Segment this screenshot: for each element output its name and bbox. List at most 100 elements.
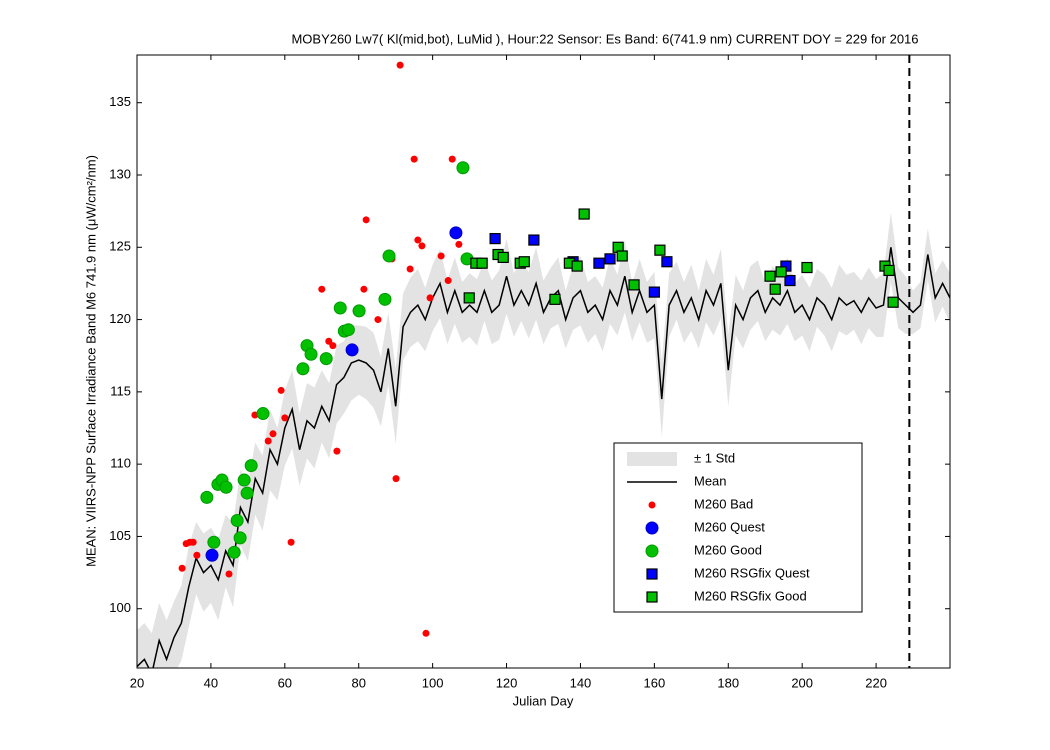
point bbox=[489, 233, 501, 245]
point bbox=[449, 226, 463, 240]
point bbox=[304, 347, 318, 361]
point bbox=[281, 414, 289, 422]
point bbox=[360, 285, 368, 293]
x-tick-label: 20 bbox=[130, 675, 144, 690]
point bbox=[362, 216, 370, 224]
legend-swatch bbox=[627, 452, 677, 466]
y-tick-label: 110 bbox=[110, 456, 131, 471]
point bbox=[418, 242, 426, 250]
legend-swatch bbox=[648, 501, 656, 509]
point bbox=[264, 437, 272, 445]
point bbox=[654, 244, 666, 256]
point bbox=[764, 270, 776, 282]
x-tick-label: 40 bbox=[204, 675, 218, 690]
y-tick-label: 120 bbox=[109, 311, 131, 326]
point bbox=[437, 252, 445, 260]
x-tick-label: 120 bbox=[496, 675, 518, 690]
point bbox=[178, 564, 186, 572]
point bbox=[329, 342, 337, 350]
legend-swatch bbox=[646, 591, 658, 603]
point bbox=[628, 279, 640, 291]
point bbox=[287, 538, 295, 546]
axes-frame bbox=[136, 54, 951, 669]
std-band bbox=[137, 212, 950, 668]
point bbox=[319, 352, 333, 366]
legend-label: Mean bbox=[694, 473, 727, 488]
point bbox=[616, 250, 628, 262]
point bbox=[444, 277, 452, 285]
point bbox=[571, 260, 583, 272]
point bbox=[648, 286, 660, 298]
chart-title: MOBY260 Lw7( Kl(mid,bot), LuMid ), Hour:… bbox=[291, 31, 918, 46]
point bbox=[775, 266, 787, 278]
point bbox=[333, 447, 341, 455]
legend: ± 1 Std Mean M260 Bad M260 Quest M260 Good M2… bbox=[613, 442, 863, 613]
point bbox=[189, 538, 197, 546]
legend-label: M260 Quest bbox=[694, 519, 765, 534]
point bbox=[593, 257, 605, 269]
point bbox=[277, 386, 285, 394]
point bbox=[455, 240, 463, 248]
point bbox=[382, 249, 396, 263]
point bbox=[352, 304, 366, 318]
point bbox=[244, 459, 258, 473]
legend-label: M260 Bad bbox=[694, 496, 753, 511]
point bbox=[269, 430, 277, 438]
point bbox=[378, 292, 392, 306]
point bbox=[801, 261, 813, 274]
legend-box bbox=[613, 442, 863, 613]
point bbox=[410, 155, 418, 163]
point bbox=[296, 362, 310, 376]
point bbox=[193, 551, 201, 559]
legend-swatch bbox=[645, 521, 659, 535]
point bbox=[396, 61, 404, 69]
point bbox=[456, 161, 470, 175]
y-tick-label: 100 bbox=[109, 600, 131, 615]
point bbox=[345, 343, 359, 357]
point bbox=[406, 265, 414, 273]
point bbox=[200, 490, 214, 504]
point bbox=[374, 316, 382, 324]
point bbox=[341, 323, 355, 337]
x-tick-label: 220 bbox=[865, 675, 887, 690]
point bbox=[426, 294, 434, 302]
point bbox=[219, 480, 233, 494]
point bbox=[333, 301, 347, 315]
point bbox=[230, 514, 244, 528]
x-axis-label: Julian Day bbox=[513, 693, 574, 708]
point bbox=[476, 257, 488, 269]
mean-line bbox=[137, 247, 950, 668]
point bbox=[422, 629, 430, 637]
x-tick-label: 140 bbox=[570, 675, 592, 690]
point bbox=[318, 285, 326, 293]
point bbox=[392, 475, 400, 483]
point bbox=[233, 531, 247, 545]
x-tick-label: 160 bbox=[644, 675, 666, 690]
legend-label: M260 RSGfix Quest bbox=[694, 565, 810, 580]
point bbox=[883, 264, 895, 277]
point bbox=[518, 256, 530, 268]
point bbox=[207, 535, 221, 549]
point bbox=[463, 292, 475, 304]
point bbox=[528, 234, 540, 246]
point bbox=[887, 296, 899, 308]
point bbox=[769, 283, 781, 295]
point bbox=[225, 570, 233, 578]
point bbox=[661, 256, 673, 268]
point bbox=[448, 155, 456, 163]
point bbox=[227, 545, 241, 559]
point bbox=[497, 251, 509, 264]
point bbox=[784, 274, 796, 287]
legend-label: ± 1 Std bbox=[694, 450, 735, 465]
plot-area bbox=[137, 55, 950, 668]
legend-label: M260 RSGfix Good bbox=[694, 588, 807, 603]
legend-swatch bbox=[645, 544, 659, 558]
x-tick-label: 60 bbox=[278, 675, 292, 690]
y-tick-label: 125 bbox=[109, 239, 131, 254]
point bbox=[237, 473, 251, 487]
y-tick-label: 115 bbox=[110, 383, 131, 398]
y-tick-label: 130 bbox=[109, 166, 131, 181]
point bbox=[578, 208, 590, 220]
legend-label: M260 Good bbox=[694, 542, 762, 557]
